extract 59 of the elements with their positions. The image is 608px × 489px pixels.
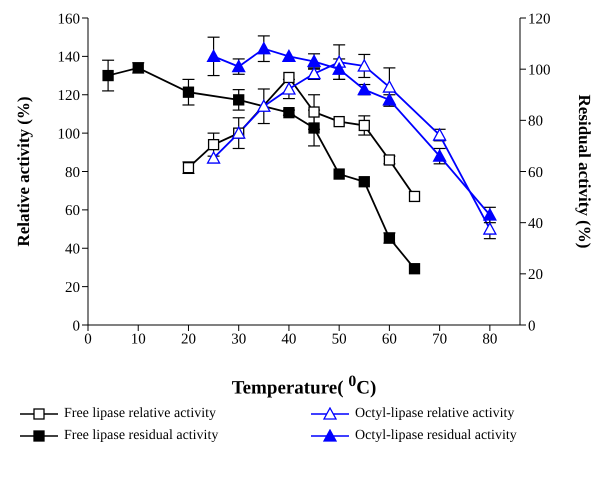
x-tick-label: 20	[180, 332, 196, 348]
point	[334, 168, 345, 180]
point	[257, 100, 270, 112]
point	[206, 50, 220, 62]
y-tick-label: 160	[58, 11, 80, 28]
point	[206, 151, 220, 164]
x-tick-label: 30	[231, 332, 246, 348]
point	[182, 86, 194, 98]
y-tick-label: 40	[65, 242, 80, 258]
x-tick-label: 80	[482, 332, 498, 348]
y2-tick-label: 40	[528, 216, 543, 232]
x-tick-label: 50	[332, 332, 347, 348]
x-tick-label: 10	[130, 332, 146, 348]
y2-tick-label: 80	[528, 114, 543, 130]
point	[358, 59, 371, 72]
y-tick-label: 60	[65, 203, 80, 220]
point	[408, 190, 420, 202]
point	[102, 70, 114, 82]
x-axis-title: Temperature( $^{0}$C)	[230, 373, 378, 400]
x-tick-label: 60	[382, 332, 397, 348]
point	[307, 54, 321, 68]
point	[282, 82, 296, 95]
point	[308, 106, 320, 118]
y2-tick-label: 100	[528, 62, 550, 78]
y-axis-title: Relative activity (%)	[14, 96, 34, 247]
y2-tick-label: 60	[528, 164, 543, 181]
point	[483, 222, 497, 235]
point	[358, 176, 370, 188]
point	[283, 72, 295, 84]
y2-axis-title: Residual activity (%)	[574, 94, 594, 248]
y-tick-label: 120	[58, 88, 80, 104]
y2-tick-label: 20	[528, 267, 543, 284]
point	[283, 107, 295, 118]
x-tick-label: 70	[432, 332, 448, 348]
point	[382, 80, 396, 93]
point	[208, 138, 220, 150]
point	[233, 94, 244, 106]
y-tick-label: 0	[72, 318, 80, 334]
point	[257, 42, 270, 54]
y-tick-label: 80	[65, 164, 80, 181]
y2-tick-label: 120	[528, 11, 550, 28]
y-tick-label: 100	[58, 126, 80, 142]
point	[432, 150, 446, 162]
y-tick-label: 20	[65, 280, 80, 296]
point	[334, 116, 345, 128]
point	[408, 263, 420, 274]
y-tick-label: 140	[58, 50, 80, 66]
legend-label: Free lipase residual activity	[64, 428, 218, 444]
x-tick-label: 40	[281, 332, 296, 348]
point	[308, 122, 320, 134]
legend-label: Free lipase relative activity	[64, 406, 216, 422]
point	[332, 62, 346, 75]
point	[358, 120, 370, 132]
point	[232, 60, 246, 72]
x-tick-label: 0	[84, 332, 92, 348]
y2-tick-label: 0	[528, 318, 536, 334]
legend-label: Octyl-lipase relative activity	[355, 406, 514, 422]
point	[282, 50, 296, 62]
legend-label: Octyl-lipase residual activity	[355, 428, 517, 444]
